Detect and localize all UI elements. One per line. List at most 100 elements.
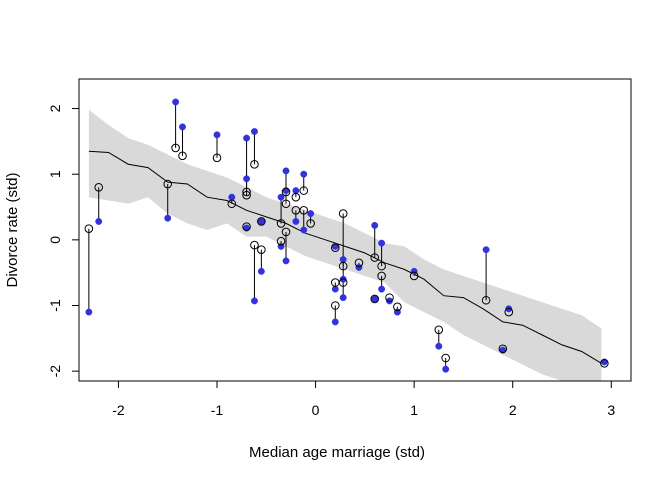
simulated-point — [331, 318, 339, 326]
x-tick-label: 2 — [509, 402, 517, 418]
simulated-point — [243, 175, 251, 183]
observed-point — [250, 240, 259, 250]
observed-point — [338, 209, 348, 218]
observed-point — [257, 217, 266, 226]
simulated-point — [378, 285, 386, 293]
observed-point — [242, 187, 251, 197]
segment-layer — [88, 101, 605, 370]
observed-point — [227, 199, 237, 209]
observed-point — [370, 294, 380, 304]
observed-point — [385, 293, 394, 302]
simulated-point — [300, 226, 308, 234]
simulated-point — [251, 297, 258, 305]
simulated-point — [172, 98, 180, 106]
simulated-point — [257, 267, 265, 275]
observed-point — [281, 187, 291, 197]
y-tick-label: 2 — [47, 104, 63, 112]
observed-point — [441, 353, 450, 363]
simulated-point — [331, 285, 339, 293]
observed-point — [299, 186, 309, 195]
x-tick-label: -2 — [112, 402, 125, 418]
simulated-point — [85, 308, 93, 316]
observed-point — [276, 236, 286, 246]
simulated-point — [378, 239, 386, 247]
simulated-point — [339, 256, 347, 263]
simulated-point — [482, 246, 490, 254]
x-axis-title: Median age marriage (std) — [249, 444, 425, 461]
observed-point — [393, 302, 402, 312]
point-layer — [84, 98, 609, 373]
observed-point — [504, 307, 514, 317]
simulated-point — [307, 210, 315, 218]
simulated-point — [251, 128, 258, 135]
mean-line — [88, 150, 602, 364]
x-tick-label: 0 — [312, 402, 320, 418]
simulated-point — [386, 297, 393, 305]
observed-point — [330, 301, 340, 310]
line-layer — [88, 150, 602, 364]
observed-point — [291, 192, 301, 202]
y-tick-label: -2 — [47, 365, 63, 378]
band-layer — [88, 109, 602, 381]
simulated-point — [164, 214, 172, 222]
observed-point — [171, 143, 180, 153]
observed-point — [434, 325, 444, 335]
y-tick-label: 1 — [47, 170, 63, 178]
observed-point — [281, 227, 291, 237]
observed-point — [242, 190, 251, 200]
observed-point — [242, 222, 251, 232]
observed-point — [178, 151, 187, 161]
simulated-point — [435, 342, 443, 350]
simulated-point — [179, 123, 186, 131]
observed-point — [306, 219, 315, 228]
interval-band — [88, 109, 602, 381]
simulated-point — [282, 167, 290, 175]
simulated-point — [292, 187, 300, 195]
observed-point — [257, 245, 266, 254]
observed-point — [338, 278, 348, 287]
simulated-point — [243, 134, 251, 142]
observed-point — [163, 179, 173, 189]
y-axis-title: Divorce rate (std) — [4, 172, 21, 287]
observed-point — [250, 160, 259, 169]
observed-point — [354, 258, 364, 268]
simulated-point — [282, 257, 290, 265]
x-tick-label: 1 — [410, 402, 418, 418]
simulated-point — [257, 218, 265, 225]
observed-point — [330, 243, 340, 253]
simulated-point — [339, 275, 347, 283]
simulated-point — [292, 218, 300, 225]
y-tick-label: -1 — [47, 299, 63, 312]
simulated-point — [442, 365, 450, 373]
observed-point — [481, 295, 491, 305]
simulated-point — [95, 218, 103, 225]
simulated-point — [371, 221, 379, 229]
simulated-point — [505, 305, 513, 313]
simulated-point — [355, 263, 363, 271]
simulated-point — [277, 193, 285, 201]
y-tick-label: 0 — [47, 236, 63, 244]
simulated-point — [228, 193, 236, 201]
observed-point — [377, 261, 386, 271]
observed-point — [299, 206, 309, 215]
x-tick-label: 3 — [607, 402, 615, 418]
observed-point — [338, 261, 348, 271]
simulated-point — [300, 170, 308, 178]
observed-point — [377, 271, 386, 281]
simulated-point — [339, 294, 347, 302]
simulated-point — [371, 295, 379, 303]
axis-layer: -2 -1 0 1 2 3 -2 -1 0 1 2 — [47, 104, 615, 418]
observed-point — [276, 219, 286, 228]
observed-point — [600, 358, 609, 368]
observed-point — [84, 224, 94, 233]
observed-point — [281, 199, 291, 209]
observed-point — [94, 183, 104, 192]
observed-point — [370, 253, 380, 262]
observed-point — [498, 344, 508, 354]
simulated-point — [410, 267, 418, 275]
simulated-point — [213, 131, 221, 139]
observed-point — [212, 153, 222, 163]
observed-point — [409, 271, 419, 281]
x-tick-label: -1 — [211, 402, 224, 418]
